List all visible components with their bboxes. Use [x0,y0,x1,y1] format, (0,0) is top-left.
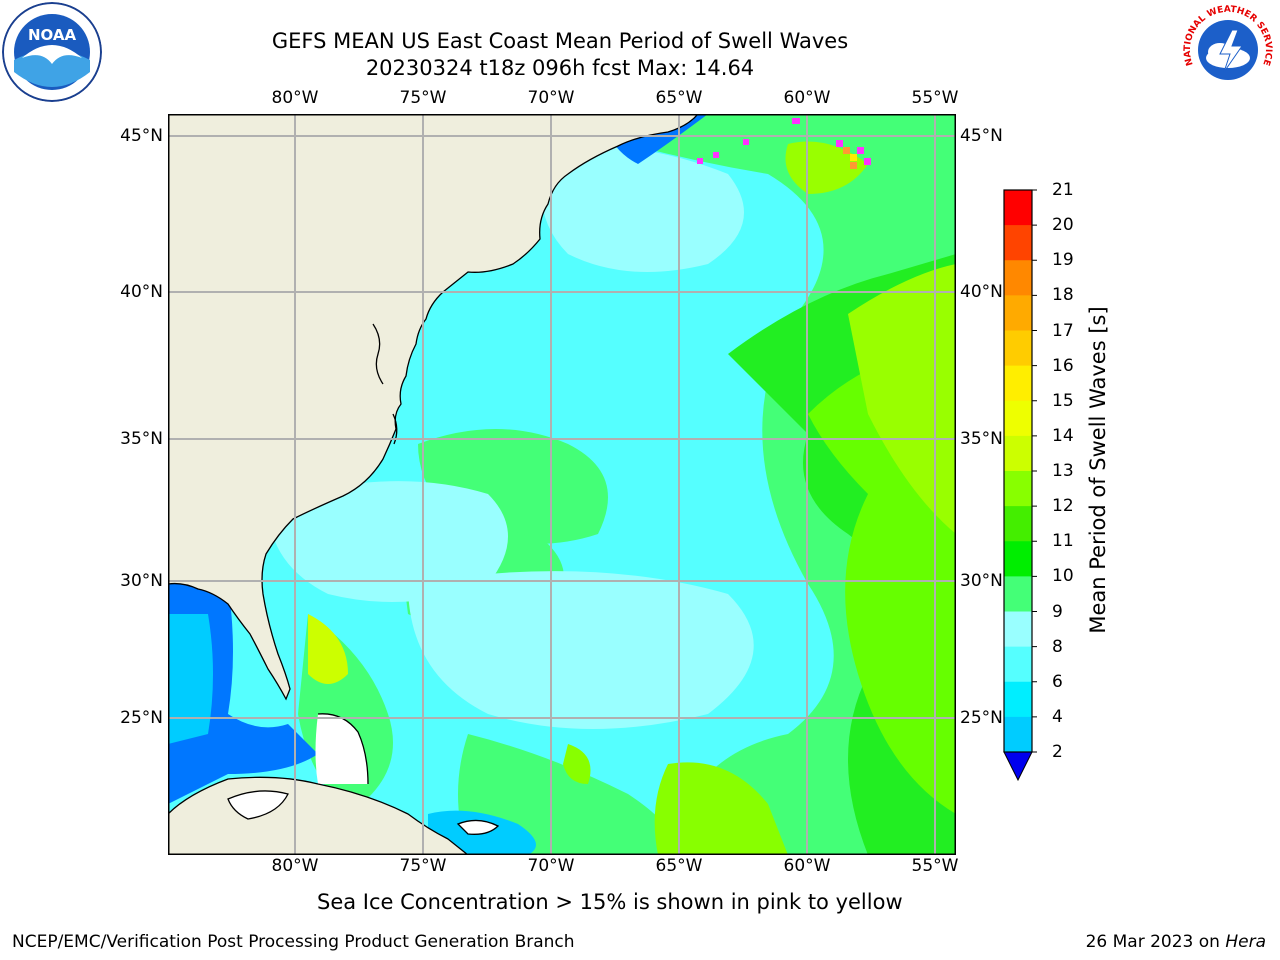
colorbar-tick-label: 14 [1052,425,1074,446]
colorbar-tick-label: 11 [1052,531,1074,552]
chart-title: GEFS MEAN US East Coast Mean Period of S… [271,29,849,53]
lon-label-top-75w: 75°W [399,88,447,108]
colorbar-tick-label: 10 [1052,566,1074,587]
colorbar-band [1004,646,1032,683]
colorbar-band [1004,435,1032,472]
lon-label-top-55w: 55°W [911,88,959,108]
colorbar-tick-label: 17 [1052,320,1074,341]
lat-label-left-35n: 35°N [120,429,163,449]
lat-label-left-25n: 25°N [120,708,163,728]
map-frame [168,114,956,855]
lon-label-bottom-75w: 75°W [399,856,447,876]
lat-label-right-45n: 45°N [960,126,1003,146]
colorbar-band [1004,541,1032,577]
lon-label-bottom-60w: 60°W [783,856,831,876]
lat-label-right-25n: 25°N [960,708,1003,728]
colorbar-band [1004,365,1032,402]
colorbar-tick-label: 2 [1052,742,1063,762]
colorbar-tick-label: 18 [1052,285,1074,306]
colorbar-band [1004,225,1032,261]
land-area [168,114,698,855]
colorbar-tick-label: 4 [1052,706,1063,727]
lat-label-left-45n: 45°N [120,126,163,146]
colorbar-band [1004,611,1032,648]
coastline [168,114,699,855]
colorbar-tick-label: 16 [1052,355,1074,376]
colorbar-band [1004,295,1032,331]
lon-label-top-65w: 65°W [655,88,703,108]
lon-label-bottom-80w: 80°W [271,856,319,876]
chart-subtitle: 20230324 t18z 096h fcst Max: 14.64 [365,56,755,80]
colorbar-band [1004,506,1032,542]
colorbar [1003,189,1037,782]
noaa-logo-text: NOAA [28,26,77,44]
nws-logo: NATIONAL WEATHER SERVICE [1180,2,1276,98]
colorbar-band [1004,400,1032,437]
lat-label-left-30n: 30°N [120,571,163,591]
lat-label-right-35n: 35°N [960,429,1003,449]
colorbar-tick-label: 8 [1052,636,1063,657]
colorbar-tick-label: 12 [1052,496,1074,517]
lon-label-top-60w: 60°W [783,88,831,108]
sea-ice-caption: Sea Ice Concentration > 15% is shown in … [317,890,903,914]
colorbar-tick-label: 19 [1052,250,1074,271]
colorbar-tick-label: 20 [1052,215,1074,236]
colorbar-tick-label: 15 [1052,390,1074,411]
lon-label-top-70w: 70°W [527,88,575,108]
lon-label-top-80w: 80°W [271,88,319,108]
lon-label-bottom-55w: 55°W [911,856,959,876]
footer-host: Hera [1225,932,1266,952]
colorbar-label: Mean Period of Swell Waves [s] [1086,306,1110,634]
footer-date: 26 Mar 2023 on Hera [1086,932,1266,952]
graticule [168,114,956,855]
colorbar-tick-label: 9 [1052,601,1063,622]
sea-ice-markers [697,118,871,169]
lat-label-right-40n: 40°N [960,282,1003,302]
footer-date-text: 26 Mar 2023 on [1085,932,1220,952]
footer-credit: NCEP/EMC/Verification Post Processing Pr… [12,932,575,952]
colorbar-extend-arrow [1003,751,1033,782]
colorbar-band [1004,716,1032,753]
colorbar-tick-label: 13 [1052,461,1074,481]
lon-label-bottom-65w: 65°W [655,856,703,876]
colorbar-band [1004,190,1032,226]
colorbar-tick-label: 21 [1052,180,1074,200]
colorbar-band [1004,330,1032,367]
colorbar-band [1004,260,1032,296]
lon-label-bottom-70w: 70°W [527,856,575,876]
noaa-logo: NOAA [2,2,102,102]
lat-label-left-40n: 40°N [120,282,163,302]
colorbar-band [1004,471,1032,507]
lat-label-right-30n: 30°N [960,571,1003,591]
colorbar-tick-label: 6 [1052,671,1063,692]
colorbar-band [1004,576,1032,612]
colorbar-band [1004,681,1032,718]
